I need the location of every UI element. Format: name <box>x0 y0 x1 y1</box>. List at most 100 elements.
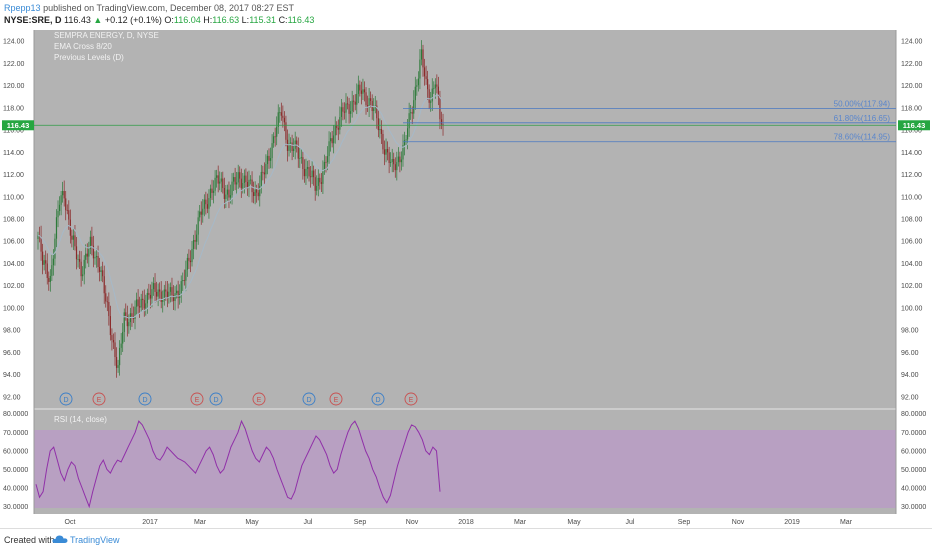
x-tick-label: Mar <box>840 519 853 526</box>
dividend-marker[interactable]: D <box>371 392 385 406</box>
candle <box>54 233 56 266</box>
candle <box>42 243 44 275</box>
price-badge-right: 116.43 <box>898 120 930 131</box>
candle <box>416 79 418 96</box>
candle <box>137 289 139 314</box>
candle <box>211 179 213 200</box>
candle <box>83 255 85 285</box>
fib-level-label: 78.60%(114.95) <box>834 133 891 142</box>
candle <box>232 172 235 192</box>
candle <box>320 173 322 192</box>
candle <box>109 305 111 341</box>
ohlc-line: NYSE:SRE, D 116.43 ▲ +0.12 (+0.1%) O:116… <box>4 15 314 25</box>
y-tick-label-right: 110.00 <box>901 194 922 201</box>
rsi-band <box>34 430 896 508</box>
svg-text:116.43: 116.43 <box>903 121 926 130</box>
candle <box>78 250 81 270</box>
candle <box>376 100 378 129</box>
candle <box>177 280 179 309</box>
earnings-marker[interactable]: E <box>404 392 418 406</box>
earnings-marker[interactable]: E <box>190 392 204 406</box>
dividend-marker[interactable]: D <box>59 392 73 406</box>
candle <box>95 248 98 268</box>
candle <box>154 273 156 303</box>
x-tick-label: Mar <box>194 519 207 526</box>
svg-text:D: D <box>213 397 218 404</box>
candle <box>316 175 318 196</box>
candle <box>394 157 396 178</box>
earnings-marker[interactable]: E <box>329 392 343 406</box>
candle <box>442 113 444 136</box>
candle <box>402 134 404 167</box>
candle <box>166 280 168 308</box>
candle <box>262 165 264 181</box>
candle <box>214 170 216 196</box>
candle <box>263 162 265 185</box>
candle <box>339 106 341 135</box>
candle <box>72 228 75 250</box>
dividend-marker[interactable]: D <box>302 392 316 406</box>
candle <box>277 104 279 134</box>
candle <box>393 152 395 173</box>
dividend-marker[interactable]: D <box>209 392 223 406</box>
candle <box>100 266 102 282</box>
candle <box>377 110 379 138</box>
candle <box>185 260 187 292</box>
candle <box>309 166 312 188</box>
candle <box>209 184 212 207</box>
earnings-marker[interactable]: E <box>92 392 106 406</box>
candle <box>180 275 182 303</box>
candle <box>105 285 107 308</box>
svg-text:E: E <box>97 397 102 404</box>
legend-title: SEMPRA ENERGY, D, NYSE <box>54 31 159 40</box>
y-tick-label-left: 122.00 <box>3 61 25 68</box>
chart-area[interactable]: 124.00 122.00 120.00 118.00 116.00 114.00 112.… <box>0 30 932 528</box>
candle <box>142 290 144 311</box>
candle <box>336 121 338 136</box>
candle <box>359 80 361 97</box>
candle <box>293 138 295 158</box>
x-tick-label: Nov <box>406 519 419 526</box>
legend-rsi: RSI (14, close) <box>54 415 107 424</box>
candle <box>388 146 390 174</box>
y-tick-label-right: 122.00 <box>901 61 923 68</box>
candle <box>146 288 148 314</box>
candle <box>74 225 76 251</box>
candle <box>152 277 155 296</box>
candle <box>297 137 299 168</box>
candle <box>306 160 309 179</box>
svg-text:E: E <box>334 397 339 404</box>
candle <box>268 148 270 169</box>
footer: Created with TradingView <box>0 528 932 551</box>
candle <box>360 81 362 105</box>
y-tick-label-left: 108.00 <box>3 217 25 224</box>
candle <box>111 328 113 351</box>
x-tick-label: Mar <box>514 519 527 526</box>
candle <box>219 171 221 191</box>
candle <box>145 294 147 316</box>
high-label: H: <box>203 15 213 25</box>
x-tick-label: May <box>245 519 259 526</box>
candle <box>65 190 67 221</box>
price-chart[interactable]: 124.00 122.00 120.00 118.00 116.00 114.00 112.… <box>0 30 932 528</box>
chart-header: Rpepp13 published on TradingView.com, De… <box>0 0 932 30</box>
candle <box>405 134 407 146</box>
author-link[interactable]: Rpepp13 <box>4 3 41 13</box>
candle <box>308 160 310 182</box>
price-pane[interactable] <box>34 30 896 408</box>
candle <box>102 261 104 283</box>
earnings-marker[interactable]: E <box>252 392 266 406</box>
candle <box>346 96 349 110</box>
candle <box>273 132 275 148</box>
candle <box>112 333 115 350</box>
tradingview-link[interactable]: TradingView <box>70 535 120 545</box>
candle <box>60 190 62 216</box>
candle <box>420 40 423 66</box>
candle <box>62 181 64 203</box>
candle <box>92 235 95 268</box>
candle <box>269 147 272 169</box>
candle <box>71 229 73 248</box>
rsi-tick-label-left: 30.0000 <box>3 504 28 511</box>
dividend-marker[interactable]: D <box>138 392 152 406</box>
candle <box>340 98 342 127</box>
